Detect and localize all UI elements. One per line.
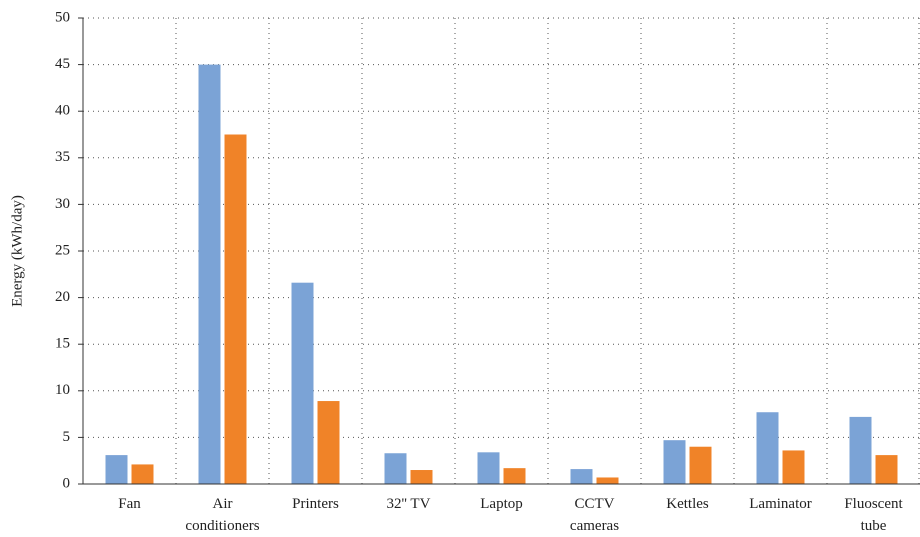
x-tick-label: CCTV cameras: [570, 496, 619, 534]
bar: [198, 64, 221, 484]
x-tick-label: Kettles: [666, 496, 709, 512]
x-tick-label-line: Kettles: [666, 496, 709, 512]
x-tick-label-line: 32'' TV: [387, 496, 431, 512]
x-tick-label: Laminator: [749, 496, 811, 512]
y-tick-label: 35: [55, 149, 70, 165]
y-tick-label: 5: [63, 429, 71, 445]
y-tick-label: 45: [55, 56, 70, 72]
x-tick-label-line: Printers: [292, 496, 339, 512]
bar: [782, 450, 805, 484]
bar: [317, 401, 340, 484]
bar: [105, 455, 128, 484]
y-tick-label: 25: [55, 242, 70, 258]
x-tick-label: Laptop: [480, 496, 523, 512]
x-tick-label-line: Air: [213, 496, 233, 512]
y-tick-label: 0: [63, 475, 71, 491]
x-tick-label: Air conditioners: [185, 496, 259, 534]
bar: [689, 446, 712, 484]
bar: [596, 477, 619, 484]
bar: [384, 453, 407, 484]
bar: [291, 282, 314, 484]
bar: [663, 440, 686, 484]
x-tick-label-line: Fluoscent: [844, 496, 903, 512]
bar: [131, 464, 154, 484]
x-tick-label-line: Fan: [118, 496, 141, 512]
y-tick-label: 50: [55, 9, 70, 25]
x-tick-label: 32'' TV: [387, 496, 431, 512]
bar: [503, 468, 526, 484]
y-tick-label: 20: [55, 289, 70, 305]
y-tick-label: 10: [55, 382, 70, 398]
y-tick-label: 30: [55, 196, 70, 212]
bar: [849, 416, 872, 484]
y-axis-label: Energy (kWh/day): [9, 195, 25, 307]
x-tick-label: Fluoscent tube: [844, 496, 903, 534]
bar: [477, 452, 500, 484]
x-tick-label: Fan: [118, 496, 141, 512]
x-tick-label: Printers: [292, 496, 339, 512]
bar: [224, 134, 247, 484]
x-tick-label-line: Laptop: [480, 496, 523, 512]
y-tick-label: 40: [55, 103, 70, 119]
x-tick-label-line: Laminator: [749, 496, 811, 512]
x-tick-label-line: cameras: [570, 518, 619, 534]
bar: [756, 412, 779, 484]
bar: [410, 470, 433, 484]
y-tick-label: 15: [55, 336, 70, 352]
x-tick-label-line: CCTV: [574, 496, 614, 512]
x-tick-label-line: conditioners: [185, 518, 259, 534]
x-tick-label-line: tube: [861, 518, 887, 534]
bar: [570, 469, 593, 484]
bar: [875, 455, 898, 484]
